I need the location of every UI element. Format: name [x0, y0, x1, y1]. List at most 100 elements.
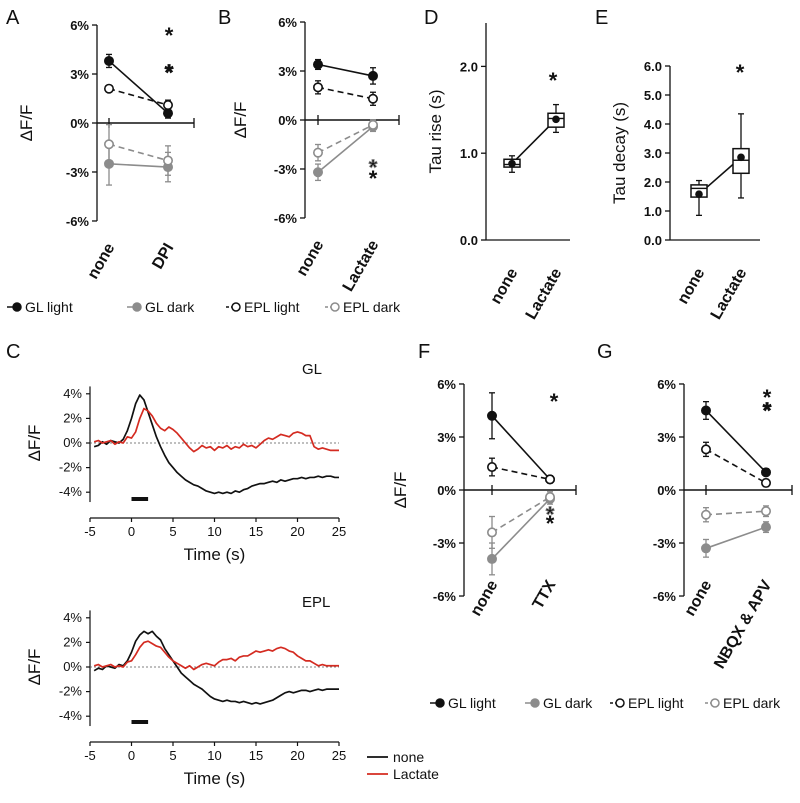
panel-e-chart: 0.0 1.0 2.0 3.0 4.0 5.0 6.0 Tau decay (s) none La…: [610, 59, 760, 323]
category-label: Lactate: [340, 237, 383, 294]
data-point-epl-dark: [163, 155, 174, 166]
legend-marker: [132, 302, 142, 312]
panel-b-chart: 6% 3% 0% -3% -6% ΔF/F none Lactate **: [231, 15, 400, 295]
category-label: Lactate: [708, 265, 751, 322]
category-label: NBQX & APV: [711, 577, 775, 672]
data-point-epl-dark: [486, 527, 497, 538]
y-tick-label: 0.0: [644, 233, 662, 248]
data-point-gl-light: [367, 70, 378, 81]
panel-letter-g: G: [597, 341, 613, 363]
panel-letter-a: A: [6, 7, 20, 29]
y-axis-label: ΔF/F: [25, 425, 44, 462]
trace-legend-label: none: [393, 749, 424, 765]
y-tick-label: 6%: [437, 377, 456, 392]
trace-lactate: [93, 407, 339, 453]
significance-star: *: [763, 385, 772, 410]
data-point-gl-dark: [760, 522, 771, 533]
x-tick-label: 15: [249, 748, 263, 763]
y-axis-label: ΔF/F: [231, 102, 250, 139]
y-tick-label: -6%: [433, 589, 457, 604]
category-label: none: [675, 265, 709, 307]
legend-marker: [231, 302, 241, 312]
legend-marker: [615, 698, 625, 708]
x-tick-label: -5: [84, 748, 96, 763]
series-line-gl-dark: [491, 498, 551, 560]
data-point-epl-dark: [104, 139, 115, 150]
y-tick-label: 1.0: [460, 146, 478, 161]
data-point-epl-light: [104, 83, 115, 94]
mean-point: [737, 153, 745, 162]
y-tick-label: -4%: [59, 484, 83, 499]
category-label: none: [85, 240, 119, 282]
y-axis-label: ΔF/F: [391, 472, 410, 509]
y-tick-label: -3%: [274, 162, 298, 177]
y-tick-label: 2.0: [460, 59, 478, 74]
mean-point: [508, 159, 516, 168]
y-tick-label: -6%: [653, 589, 677, 604]
panel-c-epl-chart: 4% 2% 0% -2% -4% -5 0 5 10 15 20 25 EPL ΔF/F Time (s): [25, 594, 346, 788]
category-label: Lactate: [523, 265, 566, 322]
x-tick-label: 15: [249, 524, 263, 539]
panel-letter-d: D: [424, 7, 438, 29]
y-tick-label: 6%: [70, 18, 89, 33]
trace-lactate: [93, 640, 339, 671]
x-tick-label: 25: [332, 748, 346, 763]
legend-marker: [330, 302, 340, 312]
legend-label: EPL dark: [723, 695, 781, 711]
significance-star: *: [550, 389, 559, 414]
y-tick-label: 3%: [278, 64, 297, 79]
y-tick-label: 3%: [657, 430, 676, 445]
panel-letter-e: E: [595, 7, 608, 29]
series-line-epl-dark: [108, 143, 169, 162]
legend-bottom: GL light GL dark EPL light EPL dark: [430, 695, 781, 711]
series-line-gl-dark: [705, 526, 767, 550]
legend-label: GL light: [448, 695, 496, 711]
category-label: TTX: [530, 577, 560, 612]
y-tick-label: -6%: [66, 214, 90, 229]
x-tick-label: 5: [169, 748, 176, 763]
y-tick-label: 0%: [437, 483, 456, 498]
x-tick-label: -5: [84, 524, 96, 539]
x-tick-label: 20: [290, 524, 304, 539]
data-point-gl-light: [486, 410, 497, 421]
trace-title: GL: [302, 361, 322, 378]
x-tick-label: 20: [290, 748, 304, 763]
x-tick-label: 0: [128, 748, 135, 763]
legend-label: EPL light: [628, 695, 684, 711]
legend-label: GL light: [25, 299, 73, 315]
panel-letter-c: C: [6, 341, 20, 363]
legend-marker: [530, 698, 540, 708]
x-tick-label: 10: [207, 748, 221, 763]
y-tick-label: -2%: [59, 684, 83, 699]
category-label: none: [468, 577, 502, 619]
data-point-epl-dark: [312, 147, 323, 158]
y-tick-label: 4.0: [644, 117, 662, 132]
panel-letter-b: B: [218, 7, 231, 29]
series-line-epl-dark: [705, 510, 767, 516]
series-line-gl-light: [317, 63, 374, 77]
y-tick-label: -3%: [66, 165, 90, 180]
significance-star: *: [165, 23, 174, 48]
data-point-epl-light: [163, 100, 174, 111]
y-tick-label: 1.0: [644, 204, 662, 219]
panel-a-chart: 6% 3% 0% -3% -6% ΔF/F none DPI * *: [17, 18, 195, 282]
y-tick-label: -4%: [59, 708, 83, 723]
mean-point: [695, 190, 703, 198]
series-line-gl-light: [108, 60, 169, 114]
series-line-epl-dark: [317, 124, 374, 154]
data-point-gl-dark: [312, 167, 323, 178]
y-tick-label: 4%: [63, 386, 82, 401]
y-axis-label: Tau decay (s): [610, 102, 629, 204]
y-tick-label: -2%: [59, 460, 83, 475]
trace-none: [93, 630, 339, 705]
data-point-gl-dark: [486, 553, 497, 564]
y-tick-label: 2.0: [644, 175, 662, 190]
significance-star: *: [165, 60, 174, 85]
x-axis-label: Time (s): [184, 769, 246, 788]
category-label: DPI: [149, 241, 177, 273]
x-tick-label: 0: [128, 524, 135, 539]
y-tick-label: 5.0: [644, 88, 662, 103]
